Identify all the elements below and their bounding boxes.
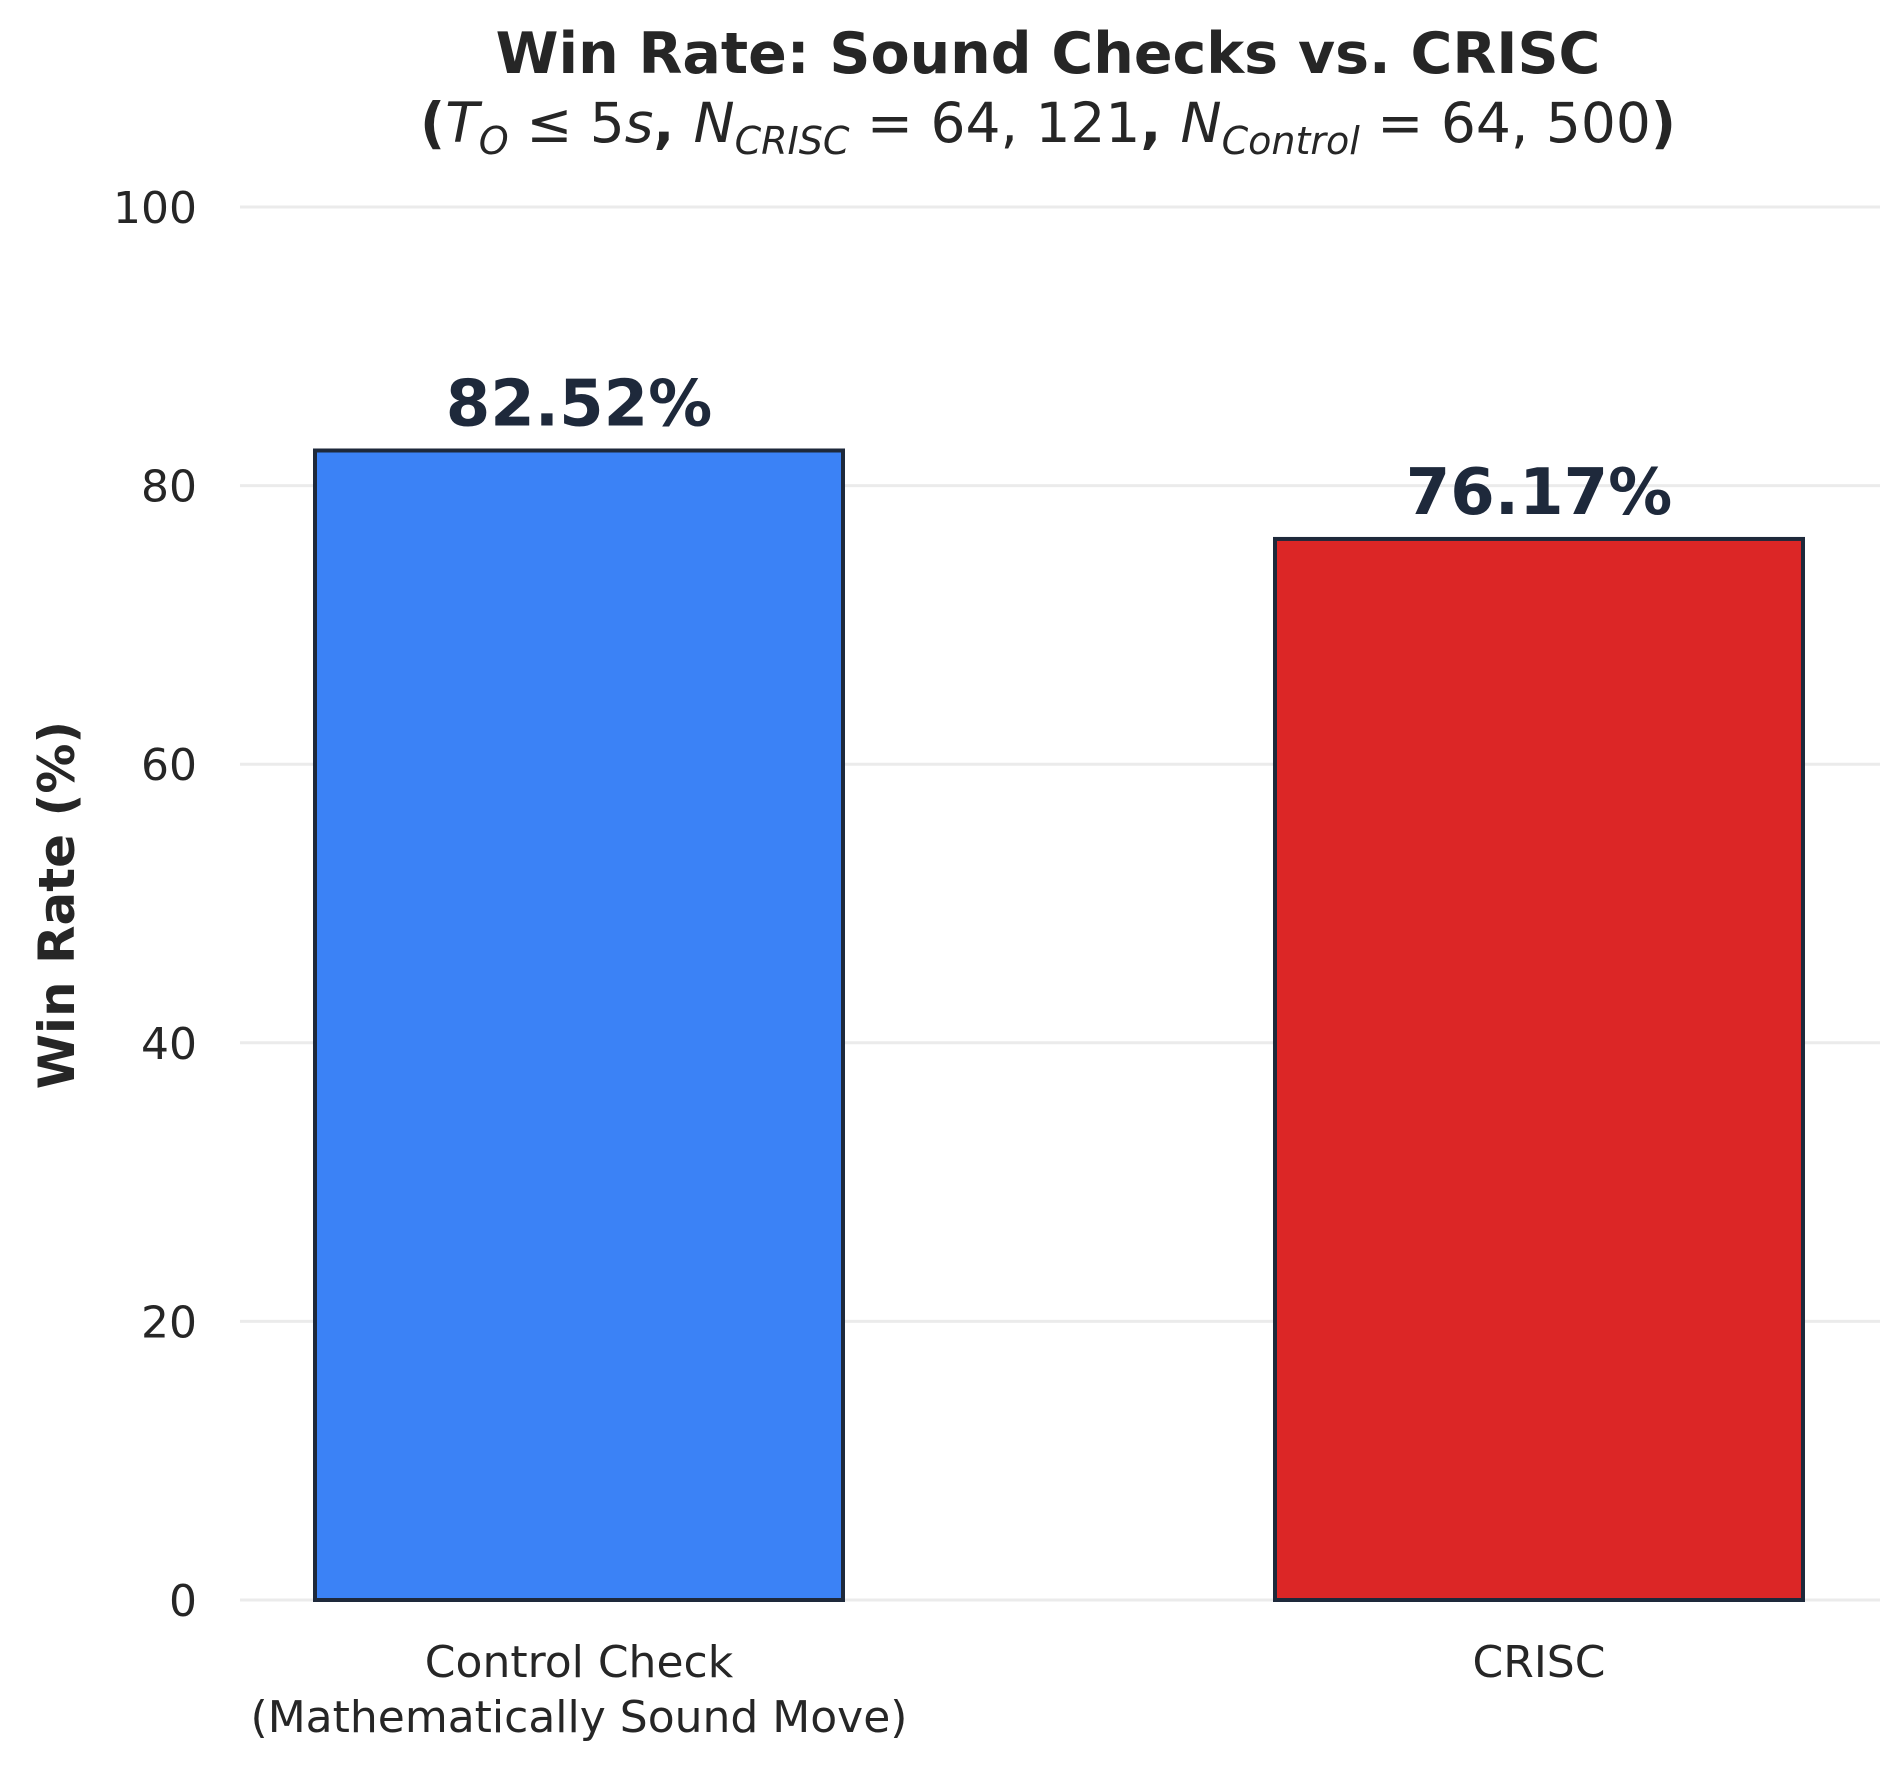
- bars: [313, 448, 1805, 1602]
- y-tick-label: 100: [113, 183, 197, 234]
- bar: [313, 448, 845, 1602]
- subtitle-part: s: [625, 91, 654, 155]
- bar: [1273, 536, 1805, 1602]
- y-tick-label: 80: [141, 462, 197, 513]
- subtitle-part: T: [445, 91, 483, 155]
- y-tick-label: 20: [141, 1297, 197, 1348]
- y-axis-ticks: 0 20 40 60 80 100: [113, 183, 197, 1627]
- y-axis-label: Win Rate (%): [28, 721, 86, 1090]
- subtitle-part: ≤ 5: [509, 91, 625, 155]
- chart-title: Win Rate: Sound Checks vs. CRISC: [496, 21, 1601, 87]
- subtitle-part: ,: [1140, 91, 1180, 155]
- x-tick-label: Control Check: [425, 1637, 734, 1688]
- subtitle-part: = 64, 500: [1360, 91, 1651, 155]
- subtitle-part: = 64, 121: [849, 91, 1140, 155]
- x-tick-label: (Mathematically Sound Move): [251, 1692, 908, 1743]
- subtitle-part: O: [479, 119, 509, 163]
- subtitle-part: Control: [1222, 119, 1361, 163]
- y-tick-label: 40: [141, 1019, 197, 1070]
- y-tick-label: 0: [169, 1576, 197, 1627]
- bar-value-label: 76.17%: [1406, 456, 1673, 530]
- subtitle-part: ): [1651, 91, 1676, 155]
- y-tick-label: 60: [141, 740, 197, 791]
- bar-value-label: 82.52%: [446, 367, 713, 441]
- x-axis-ticks: Control Check(Mathematically Sound Move)…: [251, 1637, 1606, 1743]
- subtitle-part: (: [420, 91, 445, 155]
- subtitle-part: N: [693, 91, 734, 155]
- subtitle-part: N: [1180, 91, 1221, 155]
- x-tick-label: CRISC: [1473, 1637, 1606, 1688]
- subtitle-part: CRISC: [735, 119, 850, 163]
- data-labels: 82.52% 76.17%: [446, 367, 1673, 529]
- subtitle-part: ,: [653, 91, 693, 155]
- chart-subtitle: (TO ≤ 5s, NCRISC = 64, 121, NControl = 6…: [420, 91, 1676, 163]
